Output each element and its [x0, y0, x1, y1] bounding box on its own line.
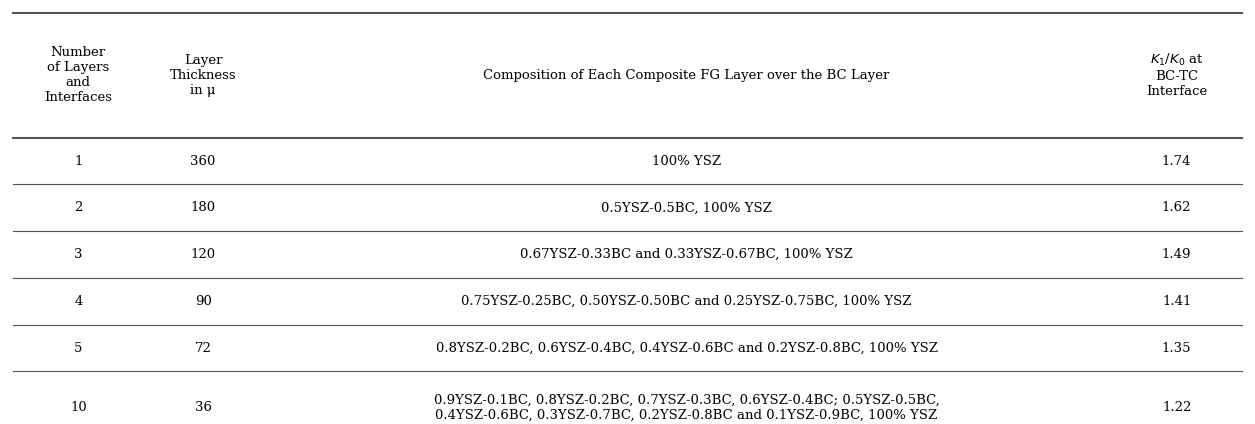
Text: 2: 2 [74, 201, 83, 215]
Text: 180: 180 [191, 201, 216, 215]
Text: 1.35: 1.35 [1162, 342, 1191, 354]
Text: 360: 360 [191, 155, 216, 167]
Text: 4: 4 [74, 295, 83, 308]
Text: 1.49: 1.49 [1162, 248, 1191, 261]
Text: 120: 120 [191, 248, 216, 261]
Text: $K_1$/$K_0$ at
BC-TC
Interface: $K_1$/$K_0$ at BC-TC Interface [1146, 52, 1207, 98]
Text: 36: 36 [195, 402, 212, 414]
Text: 72: 72 [195, 342, 212, 354]
Text: 1.62: 1.62 [1162, 201, 1191, 215]
Text: Composition of Each Composite FG Layer over the BC Layer: Composition of Each Composite FG Layer o… [483, 69, 890, 82]
Text: 1.74: 1.74 [1162, 155, 1191, 167]
Text: 0.75YSZ-0.25BC, 0.50YSZ-0.50BC and 0.25YSZ-0.75BC, 100% YSZ: 0.75YSZ-0.25BC, 0.50YSZ-0.50BC and 0.25Y… [462, 295, 912, 308]
Text: Number
of Layers
and
Interfaces: Number of Layers and Interfaces [44, 46, 113, 104]
Text: 1.22: 1.22 [1162, 402, 1191, 414]
Text: 100% YSZ: 100% YSZ [653, 155, 722, 167]
Text: 1.41: 1.41 [1162, 295, 1191, 308]
Text: 3: 3 [74, 248, 83, 261]
Text: 10: 10 [70, 402, 87, 414]
Text: 0.67YSZ-0.33BC and 0.33YSZ-0.67BC, 100% YSZ: 0.67YSZ-0.33BC and 0.33YSZ-0.67BC, 100% … [520, 248, 853, 261]
Text: 0.8YSZ-0.2BC, 0.6YSZ-0.4BC, 0.4YSZ-0.6BC and 0.2YSZ-0.8BC, 100% YSZ: 0.8YSZ-0.2BC, 0.6YSZ-0.4BC, 0.4YSZ-0.6BC… [435, 342, 937, 354]
Text: Layer
Thickness
in μ: Layer Thickness in μ [169, 53, 236, 97]
Text: 0.9YSZ-0.1BC, 0.8YSZ-0.2BC, 0.7YSZ-0.3BC, 0.6YSZ-0.4BC; 0.5YSZ-0.5BC,
0.4YSZ-0.6: 0.9YSZ-0.1BC, 0.8YSZ-0.2BC, 0.7YSZ-0.3BC… [433, 394, 940, 422]
Text: 5: 5 [74, 342, 83, 354]
Text: 90: 90 [195, 295, 212, 308]
Text: 0.5YSZ-0.5BC, 100% YSZ: 0.5YSZ-0.5BC, 100% YSZ [601, 201, 772, 215]
Text: 1: 1 [74, 155, 83, 167]
